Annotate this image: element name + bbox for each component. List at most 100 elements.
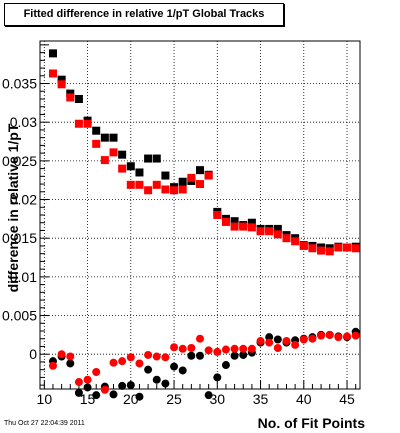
data-point-circle: [265, 338, 274, 347]
data-point-circle: [66, 352, 75, 361]
x-tick-label: 40: [296, 391, 312, 407]
data-point-square: [48, 69, 57, 78]
chart-title: Fitted difference in relative 1/pT Globa…: [4, 3, 284, 26]
x-tick-label: 20: [123, 391, 139, 407]
data-point-square: [308, 244, 317, 253]
data-point-circle: [144, 365, 153, 374]
data-point-square: [126, 162, 135, 171]
x-tick-label: 30: [210, 391, 226, 407]
data-point-circle: [204, 391, 213, 400]
data-point-square: [118, 150, 127, 159]
data-point-square: [230, 222, 239, 231]
data-point-circle: [161, 353, 170, 362]
data-point-circle: [196, 351, 204, 360]
data-point-square: [343, 243, 352, 252]
data-point-circle: [273, 344, 282, 353]
y-axis-title: difference in relative 1/pT: [5, 123, 21, 292]
data-point-circle: [291, 340, 300, 349]
data-point-square: [66, 93, 75, 102]
data-point-circle: [325, 330, 334, 339]
data-point-square: [57, 75, 66, 84]
data-point-circle: [74, 378, 83, 387]
data-point-square: [291, 237, 300, 246]
data-point-square: [187, 173, 196, 182]
data-point-square: [144, 154, 153, 163]
data-point-circle: [221, 361, 230, 370]
data-point-circle: [57, 350, 66, 359]
data-point-circle: [66, 359, 75, 368]
data-point-square: [144, 186, 153, 195]
data-point-square: [135, 168, 144, 177]
data-point-circle: [92, 367, 101, 376]
data-point-square: [109, 133, 118, 142]
data-point-circle: [247, 344, 256, 353]
data-point-square: [178, 177, 187, 186]
y-tick-label: 0.025: [2, 153, 37, 169]
data-point-circle: [152, 352, 161, 361]
y-tick-label: 0.01: [10, 269, 37, 285]
y-tick-label: 0.02: [10, 192, 37, 208]
data-point-circle: [178, 344, 187, 353]
data-point-circle: [256, 337, 265, 346]
data-point-square: [100, 156, 109, 165]
data-point-square: [230, 217, 239, 226]
data-point-square: [273, 230, 282, 239]
data-point-circle: [135, 392, 144, 401]
y-tick-label: 0: [29, 346, 37, 362]
x-tick-label: 35: [253, 391, 269, 407]
data-point-square: [83, 119, 92, 128]
data-point-square: [170, 186, 179, 195]
data-point-circle: [170, 343, 179, 352]
data-point-square: [178, 185, 187, 194]
data-point-square: [92, 126, 101, 135]
data-point-circle: [213, 347, 222, 356]
data-point-circle: [273, 335, 282, 344]
y-tick-label: 0.035: [2, 76, 37, 92]
data-point-circle: [83, 375, 92, 384]
data-point-circle: [221, 345, 230, 354]
data-point-square: [100, 133, 109, 142]
y-tick-label: 0.03: [10, 114, 37, 130]
axis-labels: 10 15 20 25 30 35 40 45 0 0.005 0.01 0.015 0.02 0.025…: [2, 76, 355, 407]
data-point-circle: [118, 357, 127, 366]
data-point-square: [57, 80, 66, 89]
data-point-circle: [109, 358, 118, 367]
data-point-circle: [109, 390, 118, 399]
data-point-square: [351, 244, 360, 253]
data-point-circle: [308, 334, 317, 343]
data-point-circle: [48, 361, 57, 370]
data-point-circle: [213, 373, 222, 382]
data-point-square: [126, 180, 135, 189]
data-point-square: [196, 166, 204, 175]
x-tick-label: 15: [80, 391, 96, 407]
y-tick-label: 0.015: [2, 230, 37, 246]
data-point-circle: [144, 350, 153, 359]
data-point-square: [239, 222, 248, 231]
data-point-square: [118, 164, 127, 173]
data-point-circle: [83, 383, 92, 392]
data-point-square: [317, 246, 326, 255]
y-tick-label: 0.005: [2, 308, 37, 324]
data-point-square: [204, 171, 213, 180]
data-point-circle: [100, 385, 109, 394]
data-point-circle: [126, 353, 135, 362]
timestamp-footer: Thu Oct 27 22:04:39 2011: [4, 420, 85, 427]
data-point-circle: [152, 375, 161, 384]
data-point-circle: [343, 332, 352, 341]
x-tick-label: 10: [37, 391, 53, 407]
data-point-circle: [230, 344, 239, 353]
data-point-square: [273, 224, 282, 233]
data-point-square: [74, 119, 83, 128]
data-point-circle: [334, 333, 343, 342]
data-point-circle: [230, 351, 239, 360]
data-point-square: [256, 227, 265, 236]
data-point-square: [265, 227, 274, 236]
data-point-circle: [92, 391, 101, 400]
data-point-circle: [126, 381, 135, 390]
data-point-square: [334, 243, 343, 252]
data-point-square: [247, 218, 256, 227]
data-point-circle: [118, 381, 127, 390]
data-point-square: [221, 217, 230, 226]
data-point-square: [109, 148, 118, 157]
